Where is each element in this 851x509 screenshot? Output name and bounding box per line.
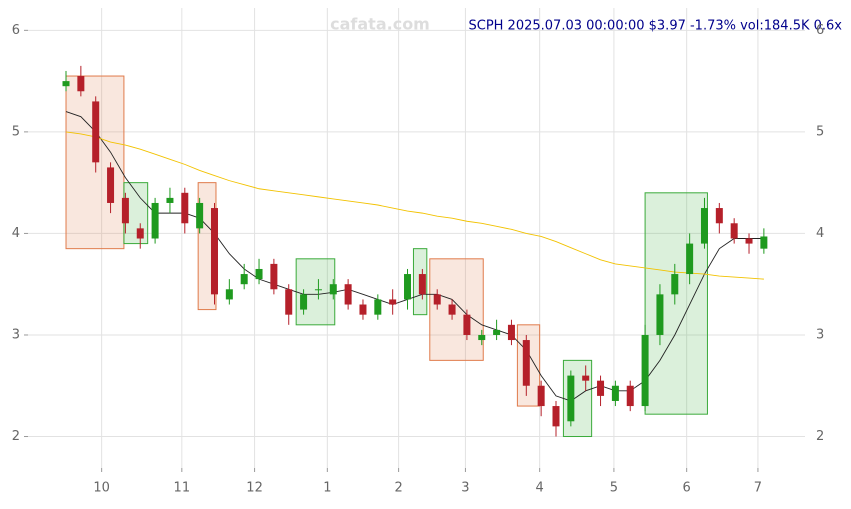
range-box bbox=[295, 258, 336, 326]
x-tick-label: 4 bbox=[536, 481, 544, 496]
candle-body bbox=[181, 192, 189, 224]
candle-body bbox=[582, 375, 590, 381]
y-tick-label: 4 bbox=[12, 226, 20, 241]
candle-body bbox=[745, 238, 753, 244]
y-tick-label: 3 bbox=[12, 327, 20, 342]
candle-body bbox=[522, 340, 530, 386]
y-tick-label-right: 5 bbox=[816, 124, 824, 139]
candle-body bbox=[300, 294, 308, 310]
candle-body bbox=[626, 385, 634, 407]
candle-body bbox=[285, 289, 293, 315]
candle-body bbox=[151, 202, 159, 239]
candle-body bbox=[255, 268, 263, 280]
candle-body bbox=[62, 81, 70, 87]
y-tick-label-right: 2 bbox=[816, 429, 824, 444]
range-box bbox=[429, 258, 484, 361]
candle-body bbox=[552, 406, 560, 427]
candle-body bbox=[671, 274, 679, 295]
x-tick-label: 3 bbox=[461, 481, 469, 496]
candle-body bbox=[641, 334, 649, 407]
y-tick-label-right: 3 bbox=[816, 327, 824, 342]
candle-body bbox=[611, 385, 619, 401]
chart-title: SCPH 2025.07.03 00:00:00 $3.97 -1.73% vo… bbox=[468, 19, 842, 34]
candle-body bbox=[77, 76, 85, 92]
candle-body bbox=[656, 294, 664, 335]
candle-body bbox=[404, 274, 412, 300]
range-box bbox=[644, 192, 708, 415]
candle-body bbox=[418, 274, 426, 295]
candle-body bbox=[686, 243, 694, 275]
candle-body bbox=[507, 324, 515, 341]
x-tick-label: 12 bbox=[246, 481, 263, 496]
candle-body bbox=[760, 236, 768, 249]
candle-body bbox=[537, 385, 545, 407]
candle-body bbox=[448, 304, 456, 315]
x-tick-label: 11 bbox=[174, 481, 191, 496]
candle-body bbox=[715, 208, 723, 224]
candle-body bbox=[597, 380, 605, 396]
candle-body bbox=[433, 294, 441, 305]
watermark: cafata.com bbox=[330, 15, 430, 34]
candle-body bbox=[463, 314, 471, 335]
candle-body bbox=[359, 304, 367, 315]
y-tick-label: 5 bbox=[12, 124, 20, 139]
candle-body bbox=[166, 197, 174, 203]
candle-body bbox=[314, 289, 322, 291]
x-tick-label: 2 bbox=[394, 481, 402, 496]
y-tick-label: 2 bbox=[12, 429, 20, 444]
candle-body bbox=[389, 299, 397, 305]
candle-body bbox=[344, 284, 352, 305]
candle-body bbox=[240, 274, 248, 285]
candle-body bbox=[493, 329, 501, 335]
candle-body bbox=[374, 299, 382, 315]
x-tick-label: 10 bbox=[93, 481, 110, 496]
x-tick-label: 6 bbox=[683, 481, 691, 496]
candle-body bbox=[196, 202, 204, 229]
candle-body bbox=[567, 375, 575, 422]
candle-body bbox=[121, 197, 129, 224]
candle-body bbox=[270, 263, 278, 290]
y-tick-label-right: 4 bbox=[816, 226, 824, 241]
candle-body bbox=[210, 208, 218, 295]
y-tick-label: 6 bbox=[12, 23, 20, 38]
candle-body bbox=[107, 167, 115, 203]
candle-body bbox=[92, 101, 100, 163]
candle-body bbox=[478, 334, 486, 341]
x-tick-label: 5 bbox=[610, 481, 618, 496]
x-tick-label: 1 bbox=[323, 481, 331, 496]
moving-average bbox=[65, 131, 764, 280]
candle-body bbox=[730, 223, 738, 239]
candle-body bbox=[700, 208, 708, 244]
x-tick-label: 7 bbox=[754, 481, 762, 496]
candle-body bbox=[329, 284, 337, 295]
y-tick-label-right: 6 bbox=[816, 23, 824, 38]
candle-body bbox=[136, 228, 144, 239]
candle-body bbox=[225, 289, 233, 300]
